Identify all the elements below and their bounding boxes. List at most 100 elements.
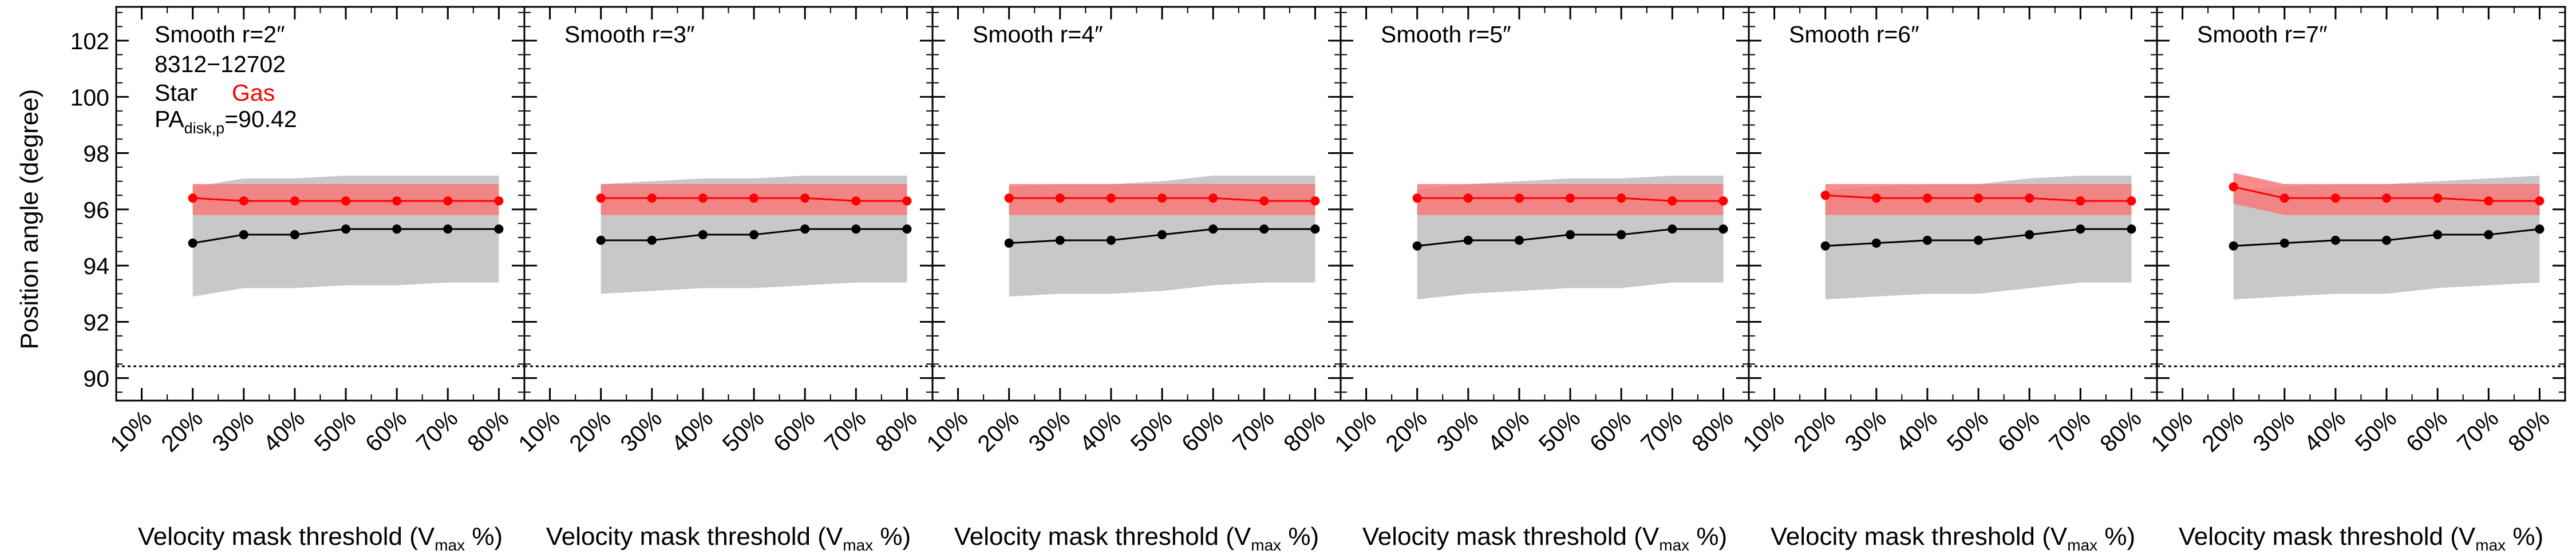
gas-point xyxy=(1974,193,1984,203)
x-tick-label: 80% xyxy=(870,405,922,457)
y-tick-label: 96 xyxy=(83,197,109,223)
panel-title: Smooth r=6″ xyxy=(1789,21,1919,48)
x-tick-label: 20% xyxy=(2196,405,2249,457)
gas-point xyxy=(647,193,657,203)
x-tick-label: 30% xyxy=(1840,405,1892,457)
pa-annotation: PAdisk,p=90.42 xyxy=(155,106,297,137)
gas-point xyxy=(1208,193,1218,203)
gas-point xyxy=(1259,196,1269,206)
panel-title: Smooth r=2″ xyxy=(155,21,285,48)
x-tick-label: 70% xyxy=(411,405,463,457)
gas-point xyxy=(1922,193,1932,203)
star-point xyxy=(800,224,810,234)
x-tick-label: 30% xyxy=(2248,405,2300,457)
star-point xyxy=(2127,224,2136,234)
star-point xyxy=(596,235,606,245)
x-tick-label: 60% xyxy=(1176,405,1228,457)
star-point xyxy=(1718,224,1728,234)
star-point xyxy=(2279,238,2289,248)
x-axis-label-main: Velocity mask threshold (V xyxy=(1771,523,2068,551)
x-axis-label-end: %) xyxy=(1689,523,1727,551)
star-point xyxy=(2076,224,2085,234)
panel-3: 10%20%30%40%50%60%70%80% Velocity mask th… xyxy=(921,6,1342,554)
pa-subscript: disk,p xyxy=(184,120,225,137)
star-point xyxy=(698,230,708,240)
star-point xyxy=(2433,230,2443,240)
gas-point xyxy=(290,196,299,206)
x-tick-label: 40% xyxy=(1483,405,1535,457)
x-tick-label: 60% xyxy=(1585,405,1637,457)
x-axis-label-end: %) xyxy=(2506,523,2543,551)
star-point xyxy=(188,238,197,248)
x-axis-label-subscript: max xyxy=(843,536,873,554)
gas-point xyxy=(2330,193,2340,203)
y-tick-label: 98 xyxy=(83,141,109,167)
panel-title: Smooth r=5″ xyxy=(1381,21,1511,48)
x-axis-label-end: %) xyxy=(2097,523,2135,551)
gas-point xyxy=(851,196,861,206)
gas-point xyxy=(2433,193,2443,203)
x-tick-label: 40% xyxy=(666,405,718,457)
gas-point xyxy=(2535,196,2545,206)
x-axis-label-subscript: max xyxy=(2475,536,2506,554)
gas-point xyxy=(2025,193,2034,203)
x-tick-label: 50% xyxy=(717,405,769,457)
x-tick-label: 10% xyxy=(921,405,973,457)
star-point xyxy=(1922,235,1932,245)
gas-point xyxy=(698,193,708,203)
gas-point xyxy=(1106,193,1116,203)
x-tick-label: 40% xyxy=(258,405,310,457)
gas-point xyxy=(1412,193,1422,203)
x-tick-label: 60% xyxy=(768,405,820,457)
star-point xyxy=(1617,230,1626,240)
panel-title: Smooth r=7″ xyxy=(2197,21,2328,48)
star-point xyxy=(1871,238,1881,248)
star-point xyxy=(2382,235,2392,245)
x-axis-label-subscript: max xyxy=(1251,536,1281,554)
x-tick-label: 30% xyxy=(1024,405,1076,457)
pa-label: PA xyxy=(155,106,184,132)
panel-5: 10%20%30%40%50%60%70%80% Velocity mask th… xyxy=(1737,6,2158,554)
pa-value: =90.42 xyxy=(224,106,297,132)
x-tick-label: 70% xyxy=(2452,405,2504,457)
gas-point xyxy=(1004,193,1014,203)
panel-title: Smooth r=4″ xyxy=(973,21,1103,48)
x-tick-label: 10% xyxy=(2146,405,2198,457)
x-axis-label: Velocity mask threshold (Vmax %) xyxy=(954,523,1319,554)
star-point xyxy=(1106,235,1116,245)
x-tick-label: 20% xyxy=(1788,405,1840,457)
x-axis-label-subscript: max xyxy=(1659,536,1689,554)
x-tick-label: 40% xyxy=(2299,405,2351,457)
x-axis-label: Velocity mask threshold (Vmax %) xyxy=(138,523,503,554)
gas-point xyxy=(2279,193,2289,203)
star-point xyxy=(1412,241,1422,251)
x-tick-label: 20% xyxy=(972,405,1024,457)
x-axis-label: Velocity mask threshold (Vmax %) xyxy=(546,523,911,554)
x-tick-label: 50% xyxy=(2350,405,2402,457)
x-tick-label: 20% xyxy=(156,405,208,457)
x-axis-label-subscript: max xyxy=(434,536,465,554)
gas-point xyxy=(1617,193,1626,203)
gas-point xyxy=(1668,196,1677,206)
y-axis-label: Position angle (degree) xyxy=(15,89,44,350)
star-point xyxy=(1157,230,1167,240)
gas-point xyxy=(1514,193,1524,203)
x-tick-label: 10% xyxy=(1329,405,1381,457)
legend-star: Star xyxy=(155,80,197,106)
x-tick-label: 30% xyxy=(615,405,667,457)
star-point xyxy=(1208,224,1218,234)
x-axis-label-main: Velocity mask threshold (V xyxy=(546,523,843,551)
star-point xyxy=(2484,230,2494,240)
x-axis-label: Velocity mask threshold (Vmax %) xyxy=(1362,523,1727,554)
gas-point xyxy=(1157,193,1167,203)
gas-point xyxy=(1718,196,1728,206)
x-axis-label-end: %) xyxy=(465,523,503,551)
star-point xyxy=(1310,224,1320,234)
star-point xyxy=(239,230,248,240)
x-tick-label: 30% xyxy=(207,405,259,457)
star-point xyxy=(902,224,912,234)
x-tick-label: 50% xyxy=(1942,405,1994,457)
star-point xyxy=(2025,230,2034,240)
gas-point xyxy=(1055,193,1065,203)
